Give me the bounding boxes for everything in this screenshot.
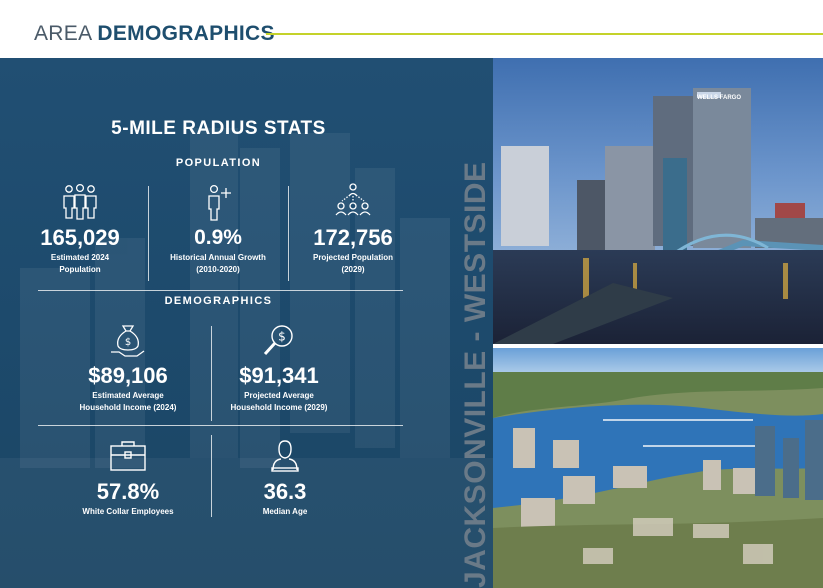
divider-vertical xyxy=(211,326,212,421)
person-plus-icon xyxy=(208,184,231,221)
stat-estimated-population: 165,029 Estimated 2024 Population xyxy=(20,182,140,276)
stats-panel: 5-MILE RADIUS STATS POPULATION 165,029 E… xyxy=(0,58,493,588)
stat-projected-income: $ $91,341 Projected Average Household In… xyxy=(209,322,349,414)
page-title-bold: DEMOGRAPHICS xyxy=(97,22,275,45)
stat-projected-population: 172,756 Projected Population (2029) xyxy=(293,182,413,276)
stat-label-line2: (2029) xyxy=(341,265,365,274)
skyline-photo: WELLS FARGO xyxy=(493,58,823,344)
divider-vertical xyxy=(288,186,289,281)
page-title: AREA DEMOGRAPHICS xyxy=(34,22,275,46)
stat-label-line1: Estimated 2024 xyxy=(50,253,110,262)
stat-value: 165,029 xyxy=(40,225,120,250)
population-section-label: POPULATION xyxy=(175,157,262,169)
skyline-background xyxy=(0,128,493,588)
stat-value: 172,756 xyxy=(313,225,393,250)
page-title-light: AREA xyxy=(34,22,92,45)
divider-horizontal xyxy=(38,290,403,291)
divider-horizontal xyxy=(38,425,403,426)
stat-median-age: 36.3 Median Age xyxy=(225,438,345,518)
stat-label-line1: Projected Average xyxy=(244,391,314,400)
stat-value: $91,341 xyxy=(239,363,319,388)
stat-value: 0.9% xyxy=(194,226,242,249)
stat-label-line1: Historical Annual Growth xyxy=(170,253,266,262)
stat-label-line1: Estimated Average xyxy=(92,391,164,400)
briefcase-icon xyxy=(110,441,146,471)
person-bust-icon xyxy=(271,440,299,472)
stat-value: 57.8% xyxy=(96,479,160,504)
svg-text:$: $ xyxy=(278,330,286,344)
stat-label-line2: Household Income (2029) xyxy=(230,403,328,412)
stat-label-line1: Median Age xyxy=(262,507,308,516)
stat-estimated-income: $ $89,106 Estimated Average Household In… xyxy=(58,322,198,414)
network-people-icon xyxy=(335,183,371,216)
stat-label-line1: Projected Population xyxy=(312,253,393,262)
divider-vertical xyxy=(148,186,149,281)
svg-text:$: $ xyxy=(125,337,131,348)
stat-label-line2: Population xyxy=(59,265,101,274)
side-location-label: JACKSONVILLE - WESTSIDE xyxy=(459,161,492,588)
dollar-magnifier-icon: $ xyxy=(263,325,293,356)
stat-label-line1: White Collar Employees xyxy=(82,507,174,516)
radius-stats-title: 5-MILE RADIUS STATS xyxy=(111,118,326,139)
demographics-section-label: DEMOGRAPHICS xyxy=(164,295,273,307)
header-accent-line xyxy=(266,33,823,35)
stat-value: 36.3 xyxy=(263,479,307,504)
stat-label-line2: Household Income (2024) xyxy=(79,403,177,412)
people-group-icon xyxy=(63,183,97,220)
wells-fargo-sign: WELLS FARGO xyxy=(697,95,741,101)
stat-value: $89,106 xyxy=(88,363,168,388)
page-header: AREA DEMOGRAPHICS xyxy=(0,0,823,58)
money-bag-hand-icon: $ xyxy=(111,325,145,357)
stat-historical-growth: 0.9% Historical Annual Growth (2010-2020… xyxy=(158,182,278,276)
stat-white-collar: 57.8% White Collar Employees xyxy=(68,438,188,518)
aerial-photo xyxy=(493,348,823,588)
stat-label-line2: (2010-2020) xyxy=(196,265,240,274)
divider-vertical xyxy=(211,435,212,517)
